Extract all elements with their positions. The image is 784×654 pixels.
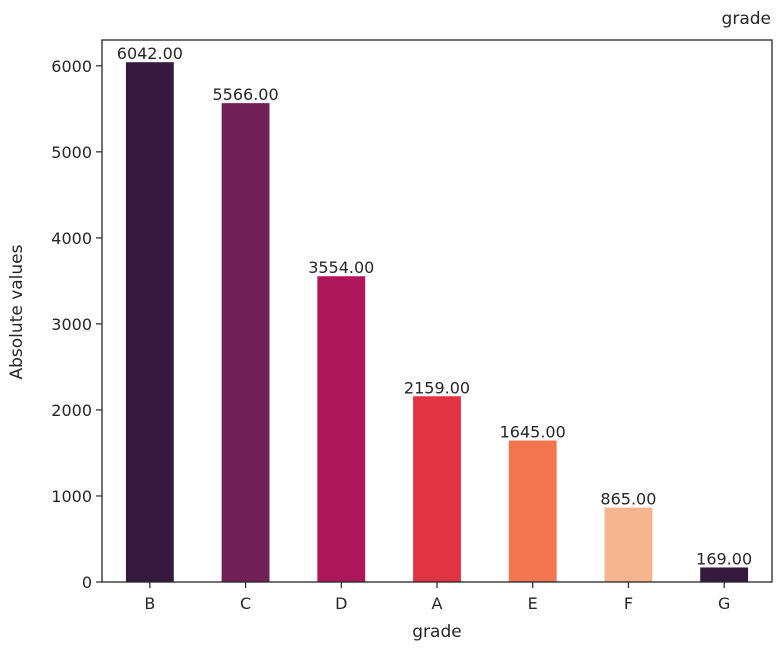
x-tick-label: G — [718, 594, 730, 613]
bars — [125, 62, 749, 583]
bar-value-label: 169.00 — [696, 549, 752, 568]
y-tick-label: 3000 — [51, 315, 92, 334]
bar-value-label: 2159.00 — [404, 378, 470, 397]
y-axis: 0 1000 2000 3000 4000 5000 6000 — [51, 57, 102, 592]
x-tick-label: B — [144, 594, 155, 613]
bar-value-label: 6042.00 — [117, 44, 183, 63]
bar — [700, 567, 749, 582]
x-tick-label: C — [240, 594, 251, 613]
x-tick-label: F — [624, 594, 633, 613]
bar — [221, 103, 270, 582]
bar — [413, 396, 461, 582]
bar — [604, 507, 653, 582]
y-tick-label: 1000 — [51, 487, 92, 506]
y-tick-label: 6000 — [51, 57, 92, 76]
x-tick-label: A — [432, 594, 443, 613]
bar-value-label: 1645.00 — [500, 422, 566, 441]
chart-title: grade — [722, 9, 771, 29]
bar — [125, 62, 174, 583]
data-labels: 6042.00 5566.00 3554.00 2159.00 1645.00 865.0… — [117, 44, 752, 568]
bar-value-label: 5566.00 — [212, 85, 278, 104]
y-tick-label: 2000 — [51, 401, 92, 420]
bar-value-label: 865.00 — [600, 490, 656, 509]
y-tick-label: 4000 — [51, 229, 92, 248]
bar — [317, 276, 366, 582]
bar-value-label: 3554.00 — [308, 258, 374, 277]
bar — [508, 440, 557, 582]
x-tick-label: D — [335, 594, 347, 613]
y-tick-label: 0 — [82, 573, 92, 592]
plot-frame — [101, 39, 773, 583]
y-tick-label: 5000 — [51, 143, 92, 162]
y-axis-label: Absolute values — [7, 244, 27, 379]
x-tick-label: E — [528, 594, 538, 613]
x-axis-label: grade — [412, 622, 461, 642]
